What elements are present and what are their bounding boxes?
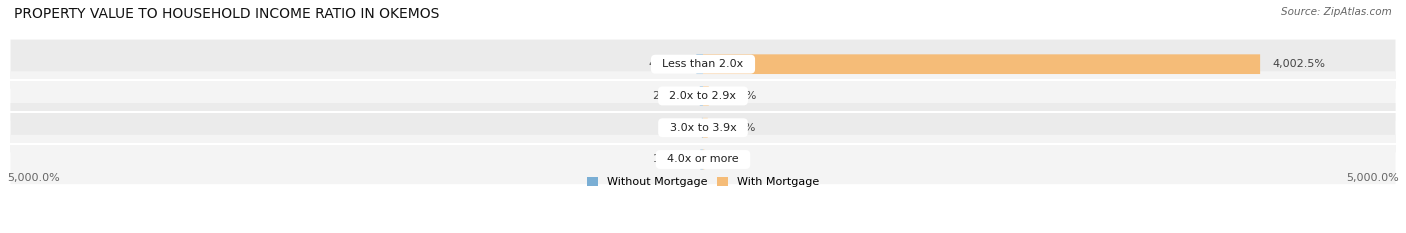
FancyBboxPatch shape [703,86,709,106]
FancyBboxPatch shape [700,86,703,106]
FancyBboxPatch shape [10,135,1396,184]
Text: 5,000.0%: 5,000.0% [7,173,60,183]
FancyBboxPatch shape [10,40,1396,89]
FancyBboxPatch shape [10,103,1396,152]
Text: 4,002.5%: 4,002.5% [1272,59,1326,69]
Text: 4.0x or more: 4.0x or more [661,154,745,164]
Text: Less than 2.0x: Less than 2.0x [655,59,751,69]
Text: 9.9%: 9.9% [717,154,745,164]
Text: 41.6%: 41.6% [721,91,756,101]
Text: 3.0x to 3.9x: 3.0x to 3.9x [662,123,744,133]
FancyBboxPatch shape [703,54,1260,74]
Text: 2.0x to 2.9x: 2.0x to 2.9x [662,91,744,101]
Text: 47.9%: 47.9% [648,59,683,69]
Legend: Without Mortgage, With Mortgage: Without Mortgage, With Mortgage [588,177,818,187]
Text: 23.2%: 23.2% [652,91,688,101]
Text: 19.1%: 19.1% [652,154,688,164]
Text: 5,000.0%: 5,000.0% [1346,173,1399,183]
FancyBboxPatch shape [10,71,1396,121]
FancyBboxPatch shape [696,54,703,74]
FancyBboxPatch shape [700,150,703,169]
Text: 8.4%: 8.4% [661,123,689,133]
Text: PROPERTY VALUE TO HOUSEHOLD INCOME RATIO IN OKEMOS: PROPERTY VALUE TO HOUSEHOLD INCOME RATIO… [14,7,440,21]
FancyBboxPatch shape [703,118,707,137]
Text: Source: ZipAtlas.com: Source: ZipAtlas.com [1281,7,1392,17]
Text: 34.0%: 34.0% [720,123,755,133]
